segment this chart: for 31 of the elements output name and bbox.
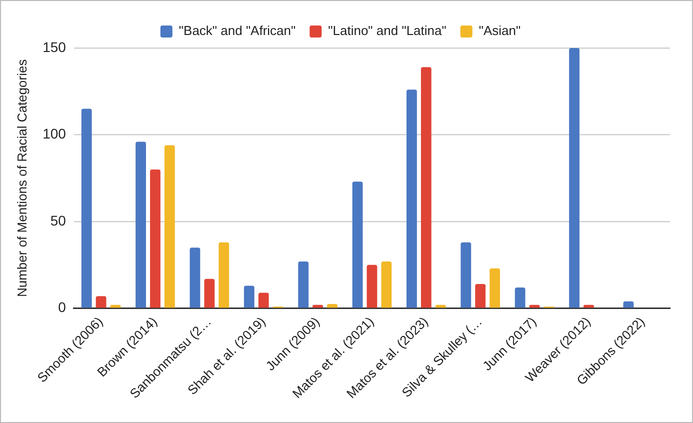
bar bbox=[190, 248, 200, 308]
bar bbox=[569, 48, 580, 308]
bar bbox=[150, 169, 160, 308]
bar bbox=[81, 108, 92, 308]
bar bbox=[475, 284, 486, 308]
bar bbox=[204, 278, 215, 308]
bar bbox=[218, 242, 230, 308]
bar bbox=[164, 145, 175, 308]
bar bbox=[327, 304, 338, 308]
bar bbox=[514, 288, 526, 308]
bar bbox=[352, 182, 363, 308]
bar bbox=[96, 296, 106, 308]
y-tick-label: 100 bbox=[42, 126, 66, 142]
bar bbox=[244, 286, 254, 308]
y-axis-title: Number of Mentions of Racial Categories bbox=[14, 58, 30, 298]
legend-label: "Back" and "African" bbox=[178, 23, 296, 38]
y-tick-label: 0 bbox=[58, 299, 66, 316]
bar bbox=[258, 292, 269, 308]
y-tick-label: 150 bbox=[42, 38, 66, 55]
bar bbox=[460, 242, 472, 308]
bar bbox=[136, 142, 146, 308]
legend-label: "Latino" and "Latina" bbox=[328, 23, 447, 38]
bar bbox=[298, 261, 309, 308]
bar bbox=[490, 268, 500, 308]
bar bbox=[623, 301, 634, 308]
bar bbox=[381, 261, 392, 308]
legend-label: "Asian" bbox=[478, 23, 521, 38]
y-tick-label: 50 bbox=[50, 212, 66, 228]
bar bbox=[420, 67, 432, 308]
bar bbox=[366, 264, 378, 308]
bar bbox=[406, 90, 417, 308]
